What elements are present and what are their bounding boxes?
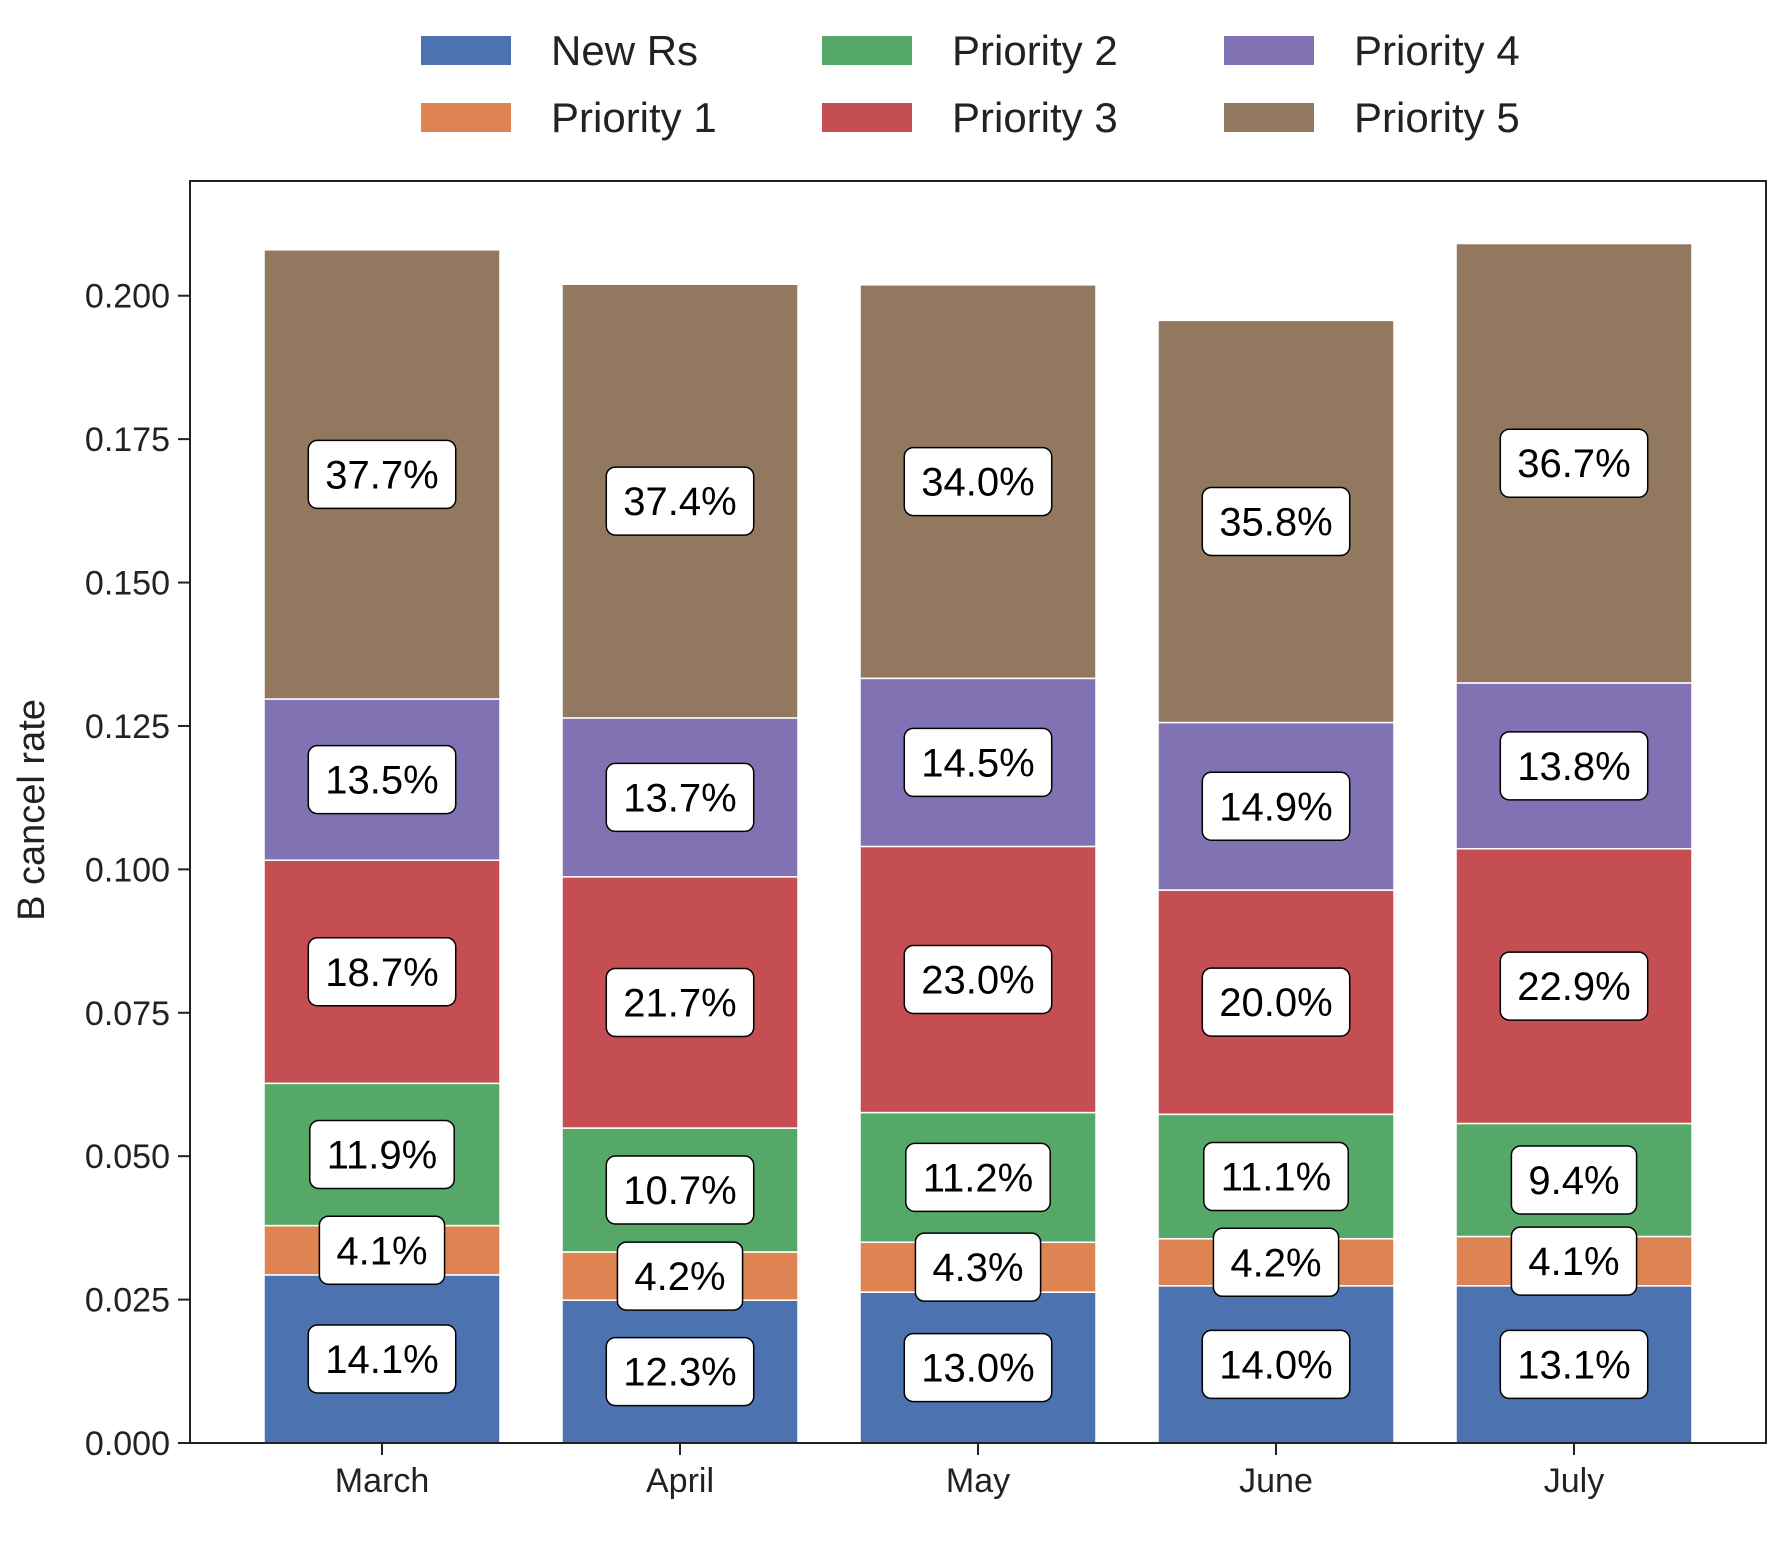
legend-label: Priority 1 (551, 94, 717, 141)
svg-text:23.0%: 23.0% (921, 959, 1034, 1003)
data-label-march-new-rs: 14.1% (307, 1324, 457, 1394)
data-label-may-priority-2: 11.2% (905, 1142, 1051, 1213)
data-label-april-priority-5: 37.4% (605, 466, 755, 536)
svg-text:34.0%: 34.0% (921, 461, 1034, 505)
svg-text:22.9%: 22.9% (1517, 965, 1630, 1009)
svg-text:4.3%: 4.3% (932, 1246, 1023, 1290)
y-tick-label: 0.100 (85, 851, 170, 889)
legend-label: Priority 4 (1354, 27, 1520, 74)
data-label-may-priority-5: 34.0% (903, 446, 1053, 517)
svg-text:4.2%: 4.2% (634, 1255, 725, 1299)
svg-text:13.1%: 13.1% (1517, 1343, 1630, 1387)
svg-text:10.7%: 10.7% (623, 1169, 736, 1213)
legend-item-priority-3: Priority 3 (822, 94, 1118, 141)
svg-text:11.1%: 11.1% (1221, 1156, 1331, 1200)
data-label-july-priority-2: 9.4% (1510, 1145, 1638, 1215)
data-label-march-priority-2: 11.9% (309, 1119, 455, 1190)
data-label-july-priority-1: 4.1% (1510, 1226, 1638, 1296)
y-tick-label: 0.125 (85, 708, 170, 746)
y-tick-label: 0.150 (85, 565, 170, 603)
svg-text:11.2%: 11.2% (923, 1156, 1033, 1200)
segment-labels: 14.1% 4.1% 11.9% 18.7% 13.5% 37.7% 12.3% 4.2% 10… (307, 428, 1649, 1407)
legend: New Rs Priority 1 Priority 2 Priority 3 Prio… (421, 27, 1520, 141)
svg-text:21.7%: 21.7% (623, 981, 736, 1025)
legend-label: Priority 5 (1354, 94, 1520, 141)
svg-text:20.0%: 20.0% (1219, 981, 1332, 1025)
svg-text:4.2%: 4.2% (1230, 1241, 1321, 1285)
x-tick-label-july: July (1544, 1462, 1604, 1500)
data-label-july-priority-3: 22.9% (1499, 951, 1649, 1021)
legend-item-priority-1: Priority 1 (421, 94, 717, 141)
legend-label: New Rs (551, 27, 698, 74)
svg-text:35.8%: 35.8% (1219, 500, 1332, 544)
data-label-may-priority-4: 14.5% (903, 727, 1053, 798)
legend-label: Priority 2 (952, 27, 1118, 74)
svg-text:14.1%: 14.1% (325, 1338, 438, 1382)
svg-text:9.4%: 9.4% (1528, 1159, 1619, 1203)
axes: 0.000 0.025 0.050 0.075 0.100 0.125 0.150 0.175… (85, 180, 1767, 1500)
svg-text:4.1%: 4.1% (1528, 1240, 1619, 1284)
y-axis-label: B cancel rate (11, 699, 53, 921)
y-tick-label: 0.075 (85, 995, 170, 1033)
legend-item-priority-4: Priority 4 (1224, 27, 1520, 74)
legend-swatch (1224, 103, 1314, 132)
x-tick-label-june: June (1239, 1462, 1313, 1500)
y-tick-label: 0.000 (85, 1425, 170, 1463)
svg-text:37.7%: 37.7% (325, 453, 438, 497)
data-label-july-new-rs: 13.1% (1499, 1329, 1649, 1400)
svg-text:11.9%: 11.9% (327, 1133, 437, 1177)
data-label-july-priority-4: 13.8% (1499, 731, 1649, 801)
x-tick-label-march: March (335, 1462, 429, 1500)
data-label-may-priority-1: 4.3% (914, 1232, 1042, 1302)
legend-swatch (421, 36, 511, 65)
y-tick-label: 0.025 (85, 1282, 170, 1320)
svg-text:12.3%: 12.3% (623, 1351, 736, 1395)
svg-text:13.5%: 13.5% (325, 759, 438, 803)
data-label-march-priority-1: 4.1% (318, 1215, 446, 1286)
data-label-june-priority-1: 4.2% (1212, 1227, 1340, 1298)
y-tick-label: 0.050 (85, 1138, 170, 1176)
svg-text:13.0%: 13.0% (921, 1347, 1034, 1391)
legend-item-priority-5: Priority 5 (1224, 94, 1520, 141)
data-label-june-priority-5: 35.8% (1201, 486, 1351, 557)
data-label-april-priority-4: 13.7% (605, 762, 755, 833)
legend-swatch (822, 103, 912, 132)
data-label-june-new-rs: 14.0% (1201, 1329, 1351, 1400)
legend-swatch (421, 103, 511, 132)
x-tick-label-may: May (946, 1462, 1010, 1500)
data-label-march-priority-4: 13.5% (307, 744, 457, 815)
svg-text:18.7%: 18.7% (325, 951, 438, 995)
svg-text:37.4%: 37.4% (623, 480, 736, 524)
svg-text:14.0%: 14.0% (1219, 1343, 1332, 1387)
svg-text:14.5%: 14.5% (921, 741, 1034, 785)
svg-text:4.1%: 4.1% (336, 1229, 427, 1273)
data-label-june-priority-2: 11.1% (1203, 1141, 1349, 1212)
data-label-april-new-rs: 12.3% (605, 1336, 755, 1407)
legend-item-new-rs: New Rs (421, 27, 698, 74)
data-label-may-new-rs: 13.0% (903, 1332, 1053, 1403)
legend-label: Priority 3 (952, 94, 1118, 141)
data-label-july-priority-5: 36.7% (1499, 428, 1649, 498)
svg-text:36.7%: 36.7% (1517, 442, 1630, 486)
data-label-march-priority-3: 18.7% (307, 937, 457, 1007)
legend-swatch (822, 36, 912, 65)
svg-text:13.7%: 13.7% (623, 776, 736, 820)
svg-text:13.8%: 13.8% (1517, 745, 1630, 789)
legend-item-priority-2: Priority 2 (822, 27, 1118, 74)
y-tick-label: 0.175 (85, 421, 170, 459)
data-label-april-priority-3: 21.7% (605, 967, 755, 1038)
legend-swatch (1224, 36, 1314, 65)
x-tick-label-april: April (646, 1462, 714, 1500)
data-label-march-priority-5: 37.7% (307, 439, 457, 510)
svg-text:14.9%: 14.9% (1219, 785, 1332, 829)
bars (263, 242, 1693, 1444)
data-label-may-priority-3: 23.0% (903, 944, 1053, 1015)
data-label-april-priority-2: 10.7% (605, 1155, 755, 1225)
data-label-april-priority-1: 4.2% (616, 1241, 744, 1311)
y-tick-label: 0.200 (85, 278, 170, 316)
data-label-june-priority-3: 20.0% (1201, 967, 1351, 1037)
data-label-june-priority-4: 14.9% (1201, 771, 1351, 842)
